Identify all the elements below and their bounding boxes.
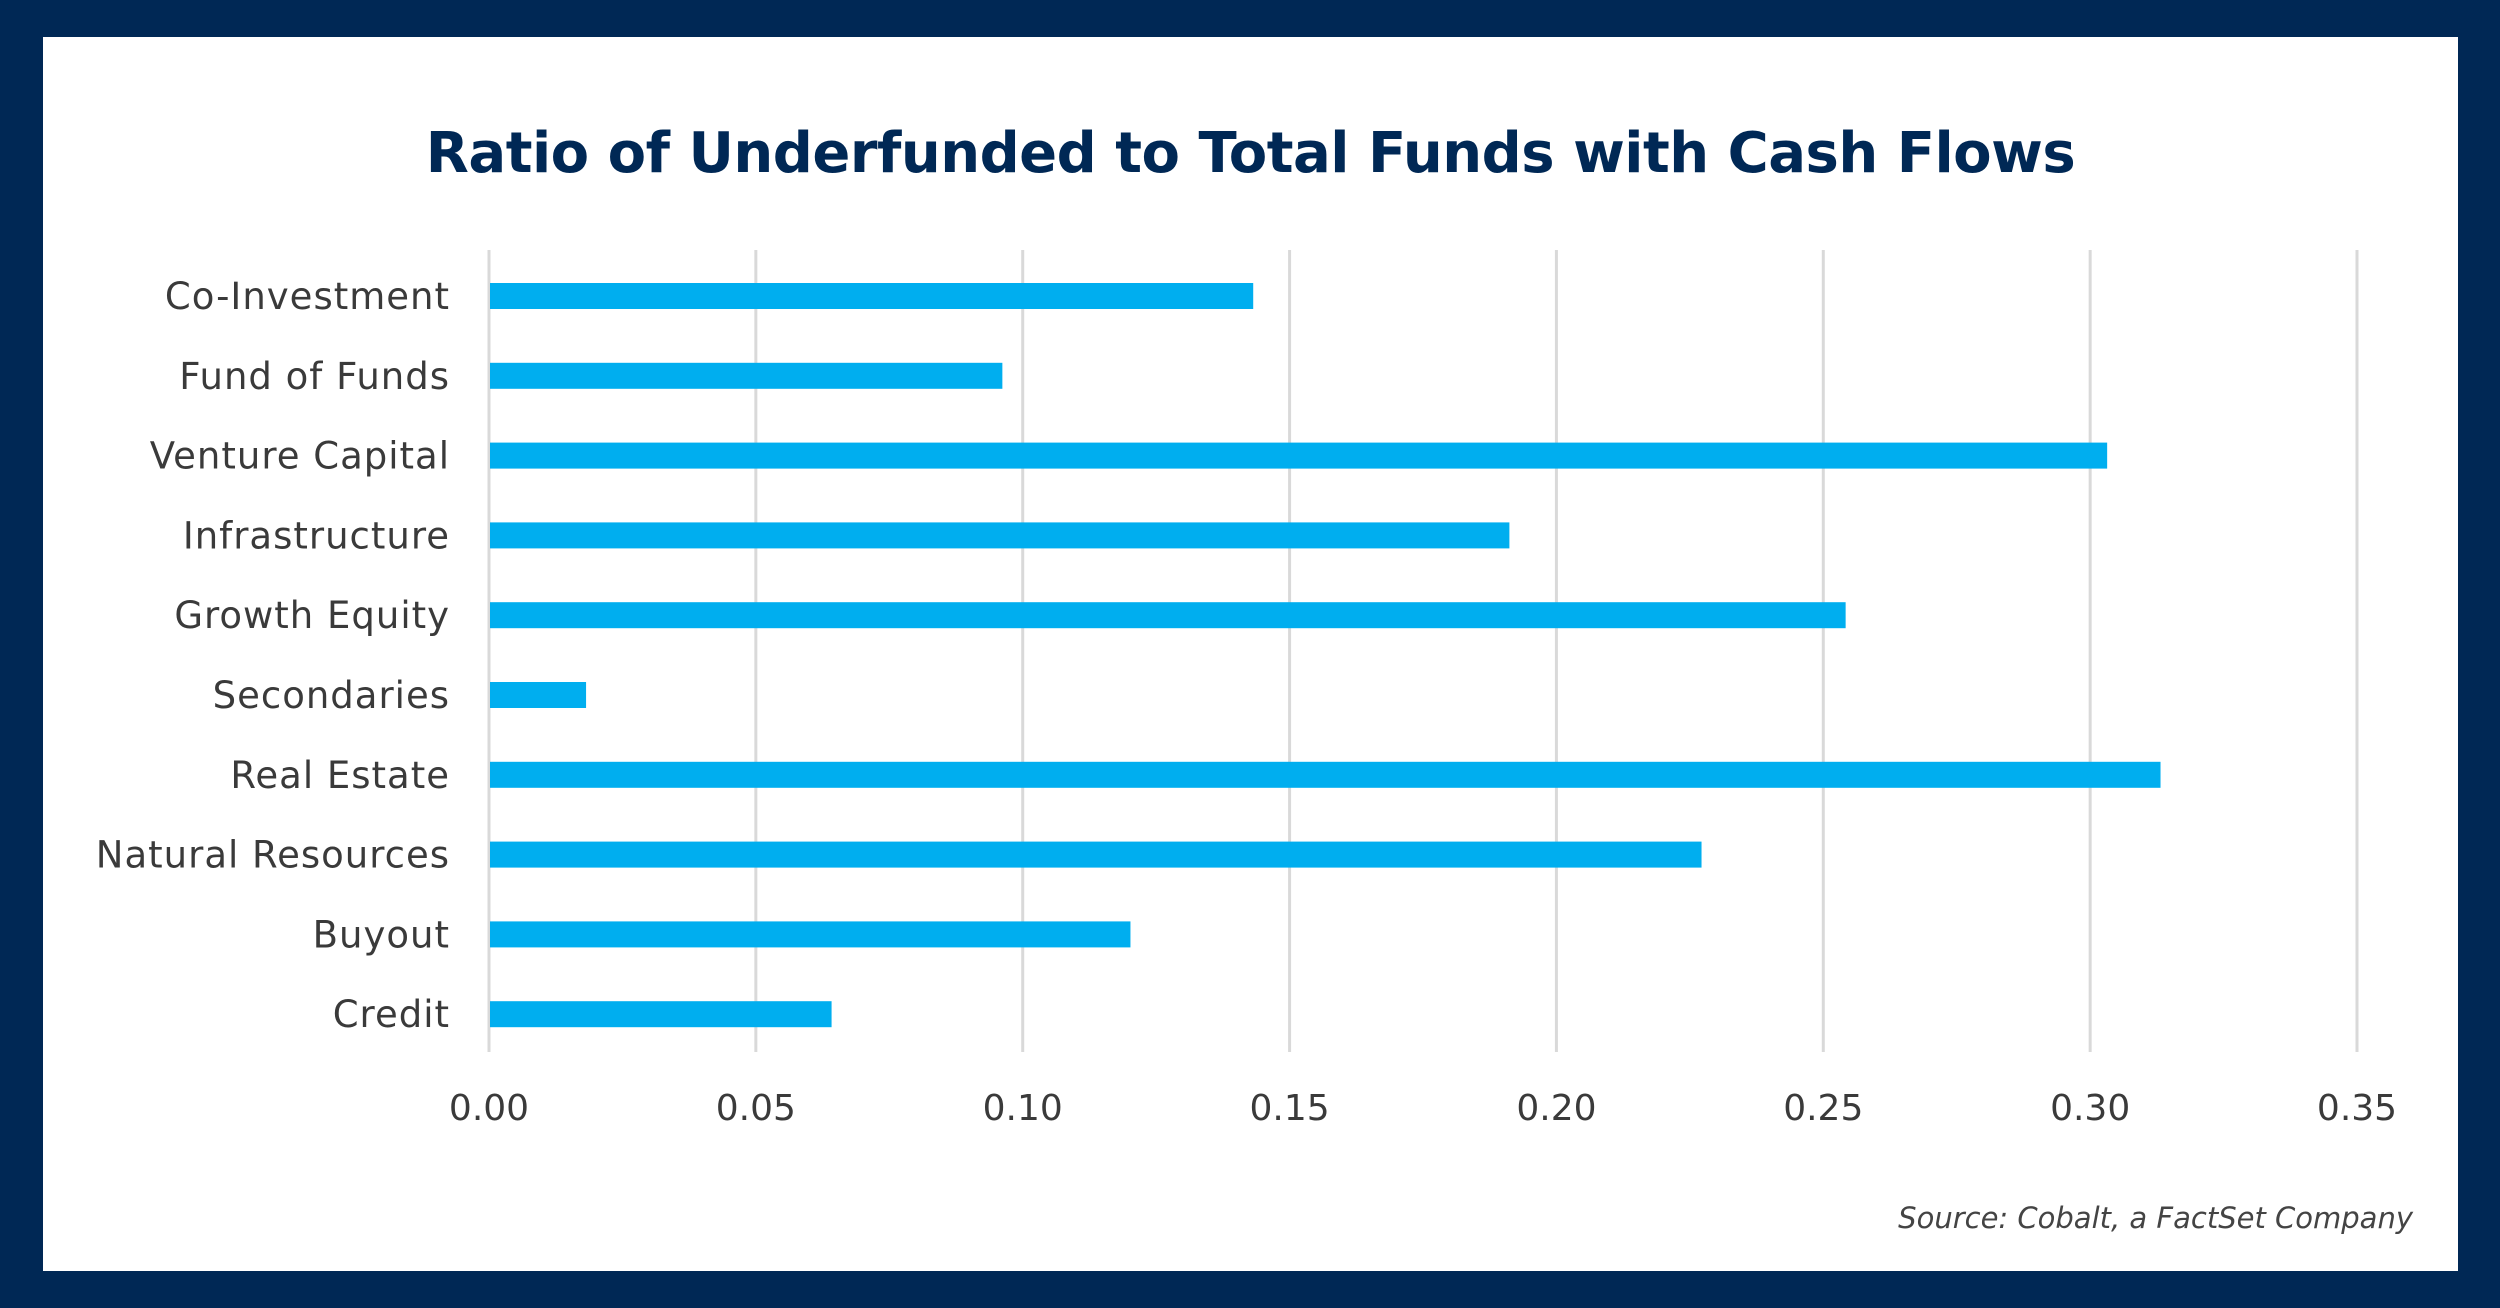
x-tick-label: 0.05: [716, 1088, 796, 1129]
x-tick-label: 0.25: [1783, 1088, 1863, 1129]
bar-natural-resources: [490, 841, 1702, 868]
x-tick-label: 0.10: [983, 1088, 1063, 1129]
bar-fund-of-funds: [490, 362, 1003, 389]
bar-credit: [490, 1001, 832, 1028]
bar-venture-capital: [490, 442, 2108, 469]
bar-growth-equity: [490, 602, 1846, 629]
bar-secondaries: [490, 682, 587, 708]
category-label: Credit: [333, 993, 450, 1036]
category-label: Natural Resources: [96, 834, 450, 877]
x-tick-label: 0.30: [2050, 1088, 2130, 1129]
bar-buyout: [490, 921, 1131, 948]
x-tick-label: 0.35: [2317, 1088, 2397, 1129]
chart-panel: Ratio of Underfunded to Total Funds with…: [43, 37, 2458, 1271]
category-label: Fund of Funds: [179, 355, 450, 398]
category-label: Buyout: [313, 913, 450, 956]
category-label: Co-Investment: [165, 275, 450, 318]
bar-infrastructure: [490, 522, 1510, 549]
bar-real-estate: [490, 761, 2161, 788]
category-label: Growth Equity: [174, 594, 450, 637]
x-tick-label: 0.20: [1516, 1088, 1596, 1129]
x-tick-label: 0.15: [1249, 1088, 1329, 1129]
source-note: Source: Cobalt, a FactSet Company: [1898, 1201, 2413, 1235]
bar-chart: 0.00 0.05 0.10 0.15 0.20 0.25 0.30 0.35 Co-Inves…: [96, 250, 2397, 1129]
bar-co-investment: [490, 283, 1254, 309]
chart-title: Ratio of Underfunded to Total Funds with…: [425, 121, 2076, 186]
category-label: Venture Capital: [150, 435, 450, 478]
category-label: Secondaries: [213, 674, 450, 717]
category-label: Infrastructure: [183, 514, 450, 557]
category-label: Real Estate: [230, 754, 450, 797]
x-tick-label: 0.00: [449, 1088, 529, 1129]
